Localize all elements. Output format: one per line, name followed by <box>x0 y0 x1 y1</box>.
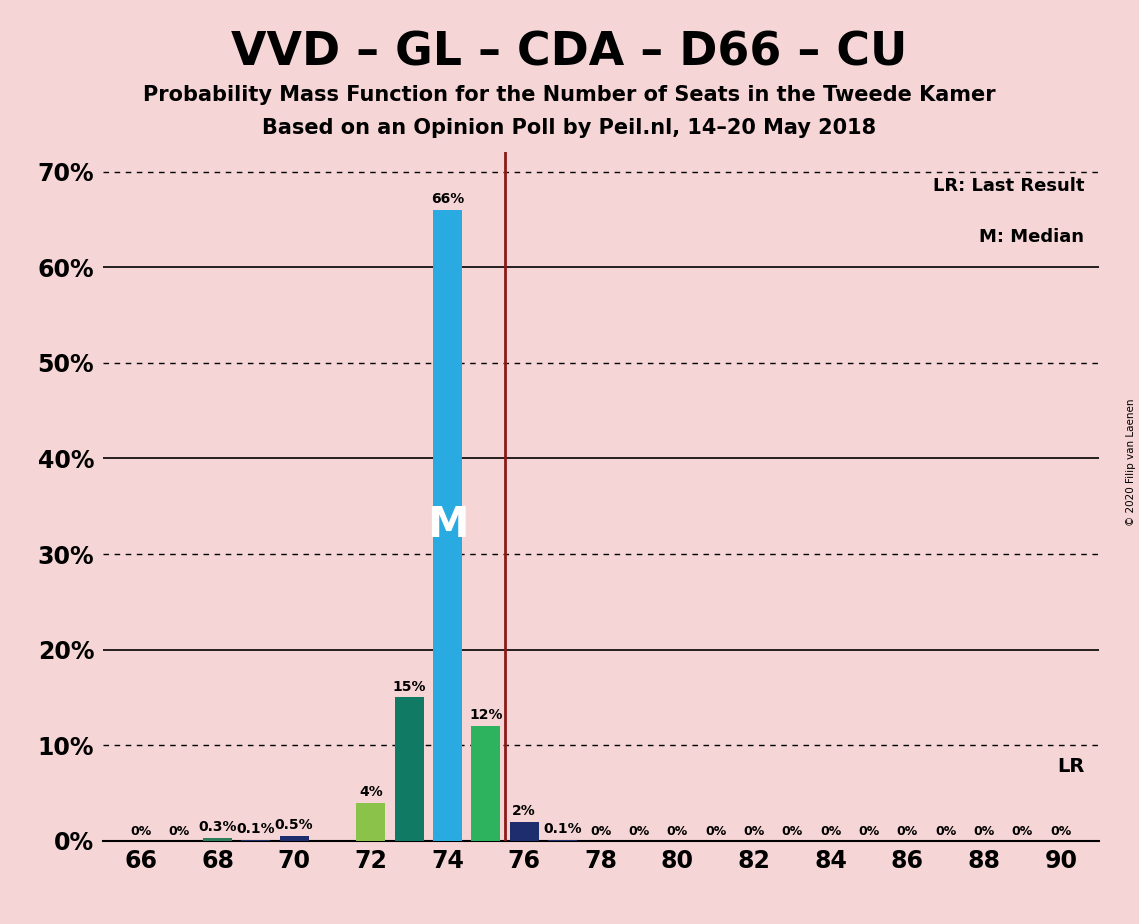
Text: 0.5%: 0.5% <box>274 819 313 833</box>
Bar <box>241 840 270 841</box>
Text: 0%: 0% <box>859 825 879 838</box>
Text: LR: Last Result: LR: Last Result <box>933 176 1084 195</box>
Text: 0%: 0% <box>1011 825 1033 838</box>
Text: 0%: 0% <box>820 825 842 838</box>
Text: M: M <box>427 505 468 546</box>
Text: 0%: 0% <box>1050 825 1072 838</box>
Text: 15%: 15% <box>393 680 426 694</box>
Text: 0.3%: 0.3% <box>198 821 237 834</box>
Bar <box>510 821 539 841</box>
Text: 0%: 0% <box>896 825 918 838</box>
Text: LR: LR <box>1057 757 1084 776</box>
Bar <box>433 210 462 841</box>
Text: 0.1%: 0.1% <box>543 822 582 836</box>
Text: 0%: 0% <box>629 825 649 838</box>
Bar <box>548 840 576 841</box>
Text: 0%: 0% <box>705 825 727 838</box>
Bar <box>357 803 385 841</box>
Text: 0%: 0% <box>974 825 994 838</box>
Text: 12%: 12% <box>469 709 502 723</box>
Text: 4%: 4% <box>359 784 383 798</box>
Text: 0%: 0% <box>744 825 764 838</box>
Text: M: Median: M: Median <box>980 228 1084 246</box>
Text: 0%: 0% <box>590 825 612 838</box>
Text: 0%: 0% <box>169 825 190 838</box>
Text: VVD – GL – CDA – D66 – CU: VVD – GL – CDA – D66 – CU <box>231 30 908 76</box>
Bar <box>395 698 424 841</box>
Bar <box>203 838 232 841</box>
Text: 66%: 66% <box>431 192 464 206</box>
Text: Probability Mass Function for the Number of Seats in the Tweede Kamer: Probability Mass Function for the Number… <box>144 85 995 105</box>
Text: 0%: 0% <box>935 825 957 838</box>
Bar <box>472 726 500 841</box>
Text: Based on an Opinion Poll by Peil.nl, 14–20 May 2018: Based on an Opinion Poll by Peil.nl, 14–… <box>262 118 877 139</box>
Text: 0%: 0% <box>130 825 151 838</box>
Text: 0%: 0% <box>666 825 688 838</box>
Text: 2%: 2% <box>513 804 536 818</box>
Text: © 2020 Filip van Laenen: © 2020 Filip van Laenen <box>1125 398 1136 526</box>
Text: 0.1%: 0.1% <box>237 822 276 836</box>
Bar <box>280 836 309 841</box>
Text: 0%: 0% <box>781 825 803 838</box>
